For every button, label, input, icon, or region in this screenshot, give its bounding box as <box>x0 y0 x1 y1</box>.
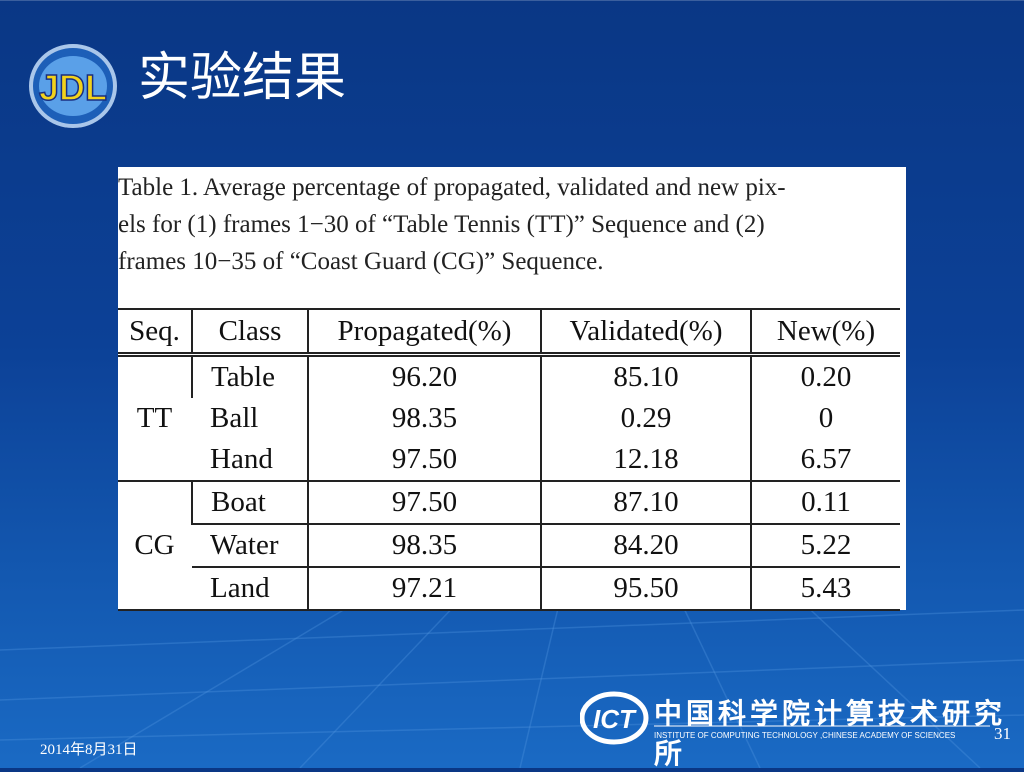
org-logo-text: ICT <box>593 704 637 734</box>
header-row: Seq. Class Propagated(%) Validated(%) New(%) <box>118 308 900 357</box>
caption-line: frames 10−35 of “Coast Guard (CG)” Seque… <box>118 248 604 275</box>
value-cell: 97.50 <box>307 480 541 525</box>
page-number: 31 <box>994 724 1011 743</box>
value-cell: 98.35 <box>307 398 541 439</box>
class-cell: Boat <box>191 480 308 525</box>
seq-cell: TT <box>118 353 192 481</box>
header-cell: Seq. <box>118 308 192 357</box>
results-table: Seq. Class Propagated(%) Validated(%) New(%)… <box>118 308 900 611</box>
table-row: Water 98.35 84.20 5.22 <box>118 524 900 568</box>
logo-text: JDL <box>39 67 107 108</box>
table-row: Hand 97.50 12.18 6.57 <box>118 439 900 481</box>
value-cell: 97.21 <box>307 567 541 611</box>
value-cell: 85.10 <box>540 353 751 398</box>
value-cell: 96.20 <box>307 353 541 398</box>
value-cell: 87.10 <box>540 480 751 525</box>
table-row: Land 97.21 95.50 5.43 <box>118 567 900 611</box>
table-row: TT Table 96.20 85.10 0.20 <box>118 353 900 481</box>
value-cell: 98.35 <box>307 524 541 568</box>
ict-logo: ICT <box>580 691 990 745</box>
class-cell: Ball <box>210 402 259 434</box>
table-row: CG Boat 97.50 87.10 0.11 <box>118 480 900 611</box>
jdl-logo: JDL <box>29 44 117 128</box>
date: 2014年8月31日 <box>40 742 138 758</box>
class-cell: Table <box>191 353 308 398</box>
caption-line: els for (1) frames 1−30 of “Table Tennis… <box>118 211 765 238</box>
header-cell: Class <box>191 308 308 357</box>
header-cell: Validated(%) <box>540 308 751 357</box>
value-cell: 6.57 <box>750 439 900 481</box>
class-cell: Land <box>192 567 308 611</box>
class-cell: Water <box>192 524 308 568</box>
value-cell: 84.20 <box>540 524 751 568</box>
seq-cell: CG <box>118 480 192 611</box>
class-cell: Hand <box>210 443 273 475</box>
slide-title: 实验结果 <box>138 50 347 107</box>
value-cell: 0 <box>750 398 900 439</box>
caption-line: Table 1. Average percentage of propagate… <box>118 174 786 201</box>
value-cell: 95.50 <box>540 567 751 611</box>
value-cell: 0.29 <box>540 398 751 439</box>
table-row: Ball 98.35 0.29 0 <box>118 398 900 439</box>
org-name-en: INSTITUTE OF COMPUTING TECHNOLOGY ,CHINE… <box>654 731 956 740</box>
header-cell: Propagated(%) <box>307 308 541 357</box>
table-panel: Table 1. Average percentage of propagate… <box>118 167 906 611</box>
value-cell: 97.50 <box>307 439 541 481</box>
value-cell: 5.43 <box>750 567 900 611</box>
value-cell: 5.22 <box>750 524 900 568</box>
org-name: 中国科学院计算技术研究所 <box>654 699 1007 770</box>
value-cell: 12.18 <box>540 439 751 481</box>
value-cell: 0.11 <box>750 480 900 525</box>
header-cell: New(%) <box>750 308 900 357</box>
value-cell: 0.20 <box>750 353 900 398</box>
table-caption: Table 1. Average percentage of propagate… <box>118 169 906 280</box>
